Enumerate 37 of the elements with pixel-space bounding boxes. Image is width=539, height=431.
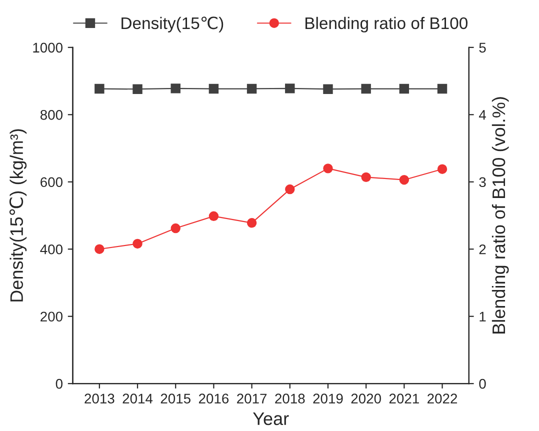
x-tick-label: 2014 — [122, 394, 153, 404]
point — [323, 164, 333, 174]
point — [170, 223, 180, 234]
point — [399, 175, 410, 185]
y-axis-title: Density(15℃) (kg/m³) — [9, 129, 27, 302]
y2-tick-label: 5 — [479, 42, 486, 53]
legend-label: Blending ratio of B100 — [306, 16, 468, 32]
x-tick-label: 2017 — [237, 394, 267, 404]
x-tick-label: 2015 — [160, 394, 190, 404]
point — [132, 238, 142, 249]
point — [437, 164, 448, 174]
legend-label: Density(15℃) — [122, 16, 224, 32]
y2-tick-label: 4 — [478, 110, 486, 120]
y-tick-label: 1000 — [33, 42, 63, 53]
y2-tick-label: 2 — [479, 244, 486, 254]
x-tick-label: 2013 — [84, 394, 114, 404]
x-tick-label: 2016 — [198, 394, 229, 404]
y-tick-label: 800 — [40, 110, 62, 120]
x-tick-label: 2020 — [351, 394, 381, 404]
x-axis-title: Year — [253, 412, 289, 426]
y-tick-label: 200 — [40, 312, 62, 322]
point — [361, 172, 371, 182]
y2-tick-label: 0 — [479, 378, 486, 389]
x-tick-label: 2021 — [389, 394, 419, 404]
point — [246, 218, 257, 228]
y2-tick-label: 1 — [480, 312, 486, 322]
point — [285, 184, 295, 194]
x-tick-label: 2019 — [313, 394, 343, 404]
y-tick-label: 0 — [56, 378, 62, 389]
point — [94, 244, 104, 254]
y2-axis-title: Blending ratio of B100 (vol.%) — [492, 97, 509, 334]
x-tick-label: 2018 — [275, 394, 305, 404]
y2-tick-label: 3 — [479, 177, 486, 188]
point — [208, 211, 219, 222]
x-tick-label: 2022 — [428, 394, 458, 404]
y-tick-label: 600 — [40, 177, 62, 188]
y-tick-label: 400 — [40, 244, 62, 254]
